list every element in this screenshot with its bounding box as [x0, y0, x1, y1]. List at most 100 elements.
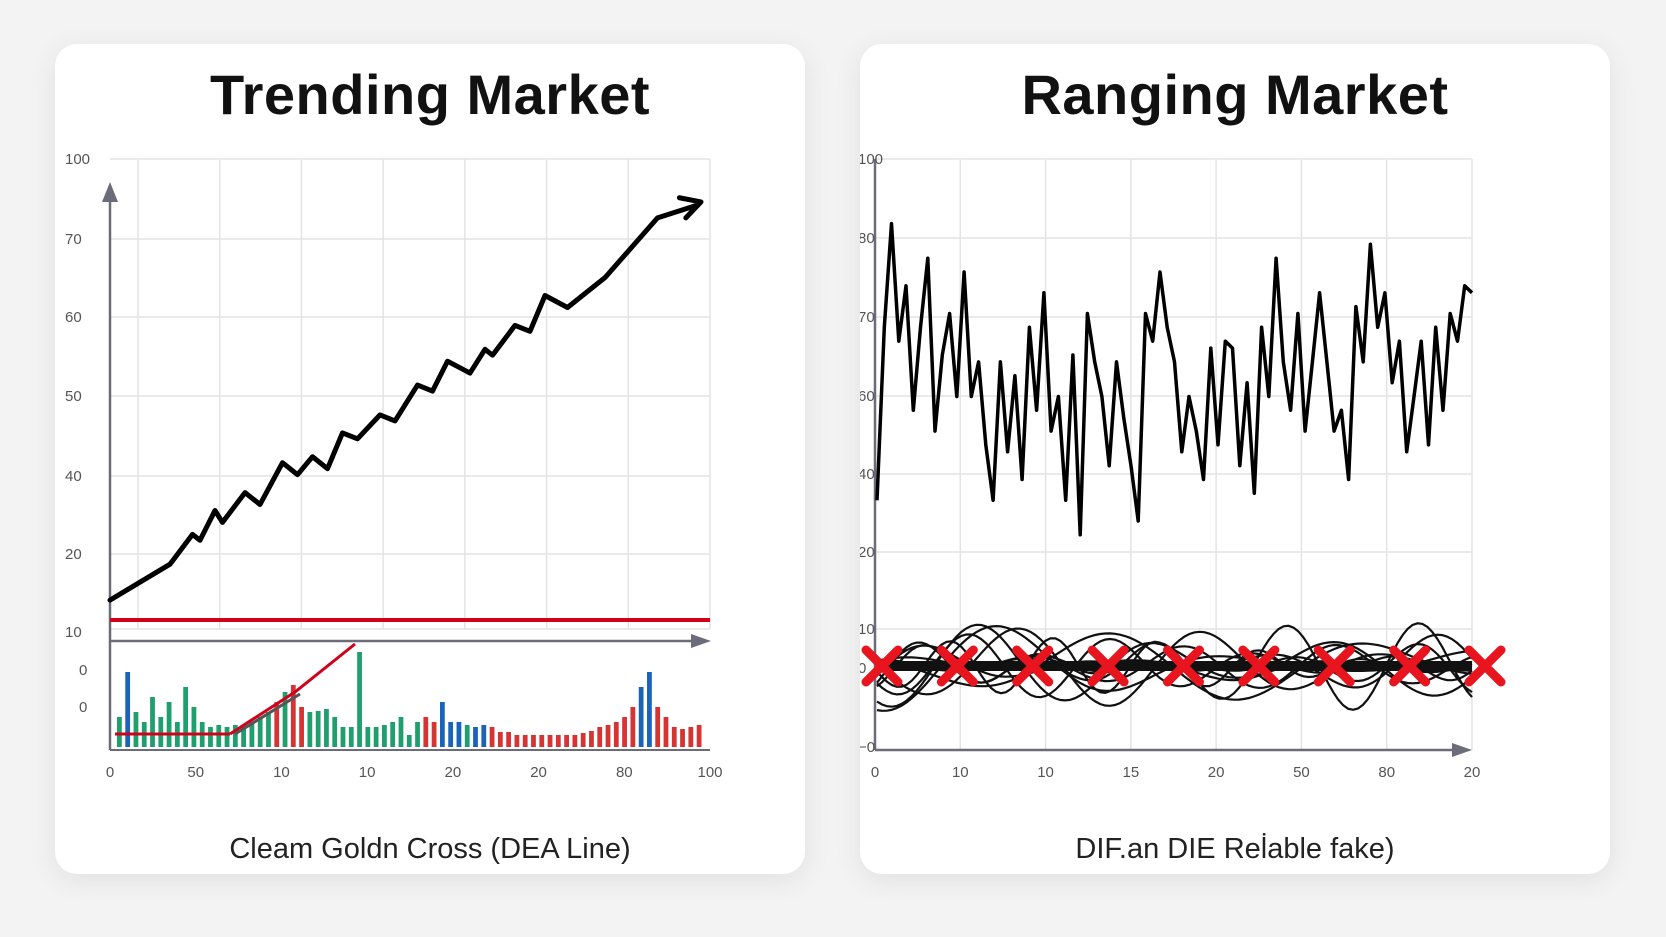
trending-chart-title: Trending Market	[209, 63, 651, 126]
histogram-bar	[597, 727, 603, 747]
histogram-bar	[547, 735, 553, 747]
fake-signal-x-icon	[1464, 645, 1506, 687]
x-tick-label: 10	[273, 764, 290, 781]
histogram-bar	[439, 702, 445, 747]
x-tick-label: 15	[1123, 764, 1140, 781]
histogram-bar	[299, 707, 304, 747]
y-tick-label: 40	[65, 468, 82, 485]
histogram-bar	[622, 717, 627, 747]
y-tick-label: 40	[860, 466, 875, 483]
x-tick-label: 80	[1378, 764, 1395, 781]
histogram-bar	[423, 717, 429, 747]
fake-signal-x-icon	[936, 645, 978, 687]
histogram-bar	[216, 725, 222, 747]
fake-signal-x-icon	[1313, 645, 1355, 687]
histogram-bar	[671, 727, 677, 747]
y-tick-label: 50	[65, 388, 82, 405]
histogram-bar	[224, 727, 230, 747]
histogram-bar	[514, 735, 520, 747]
histogram-bar	[373, 727, 379, 747]
histogram-bar	[257, 717, 263, 747]
histogram-bar	[290, 685, 296, 747]
histogram-bar	[572, 735, 578, 747]
x-tick-label: 10	[359, 764, 376, 781]
histogram-bar	[266, 712, 271, 747]
histogram-bar	[324, 709, 329, 747]
histogram-bar	[489, 727, 495, 747]
histogram-bar	[150, 697, 155, 747]
histogram-bar	[456, 722, 462, 747]
x-tick-label: 0	[871, 764, 879, 781]
fake-signal-x-icon	[861, 645, 903, 687]
histogram-bar	[638, 687, 644, 747]
histogram-bar	[630, 707, 636, 747]
histogram-bar	[125, 672, 131, 747]
histogram-bar	[274, 702, 280, 747]
x-tick-label: 10	[952, 764, 969, 781]
y-tick-label: 20	[65, 546, 82, 563]
histogram-bar	[365, 727, 371, 747]
histogram-tick-label: 0	[79, 662, 87, 679]
fake-signal-x-icon	[1238, 645, 1280, 687]
y-tick-label: −0	[860, 739, 875, 756]
histogram-bar	[431, 722, 437, 747]
histogram-bar	[390, 722, 396, 747]
histogram-bar	[133, 712, 139, 747]
histogram-bar	[580, 733, 586, 747]
y-tick-label: 0	[860, 660, 866, 677]
histogram-bar	[605, 725, 611, 747]
trend-arrow-icon	[676, 195, 704, 221]
histogram-bar	[166, 702, 172, 747]
y-axis-arrow-icon	[102, 182, 118, 202]
histogram-bar	[406, 735, 412, 747]
histogram-bar	[564, 735, 569, 747]
x-tick-label: 80	[616, 764, 633, 781]
ranging-chart-title: Ranging Market	[1021, 63, 1449, 126]
histogram-bar	[613, 722, 619, 747]
x-tick-label: 20	[445, 764, 462, 781]
histogram-bar	[539, 735, 545, 747]
y-tick-label: 100	[860, 151, 883, 168]
histogram-bar	[497, 732, 503, 747]
fake-signal-x-icon	[1389, 645, 1431, 687]
histogram-bar	[315, 711, 321, 747]
histogram-bar	[332, 717, 338, 747]
y-tick-label: 60	[65, 309, 82, 326]
histogram-tick-label: 0	[79, 699, 87, 716]
histogram-bar	[448, 722, 454, 747]
histogram-bar	[183, 687, 189, 747]
histogram-bar	[464, 725, 470, 747]
ranging-chart-caption: DIF.an DIE Rel̇able fake)	[1075, 833, 1395, 865]
y-tick-label: 70	[860, 309, 875, 326]
histogram-bar	[589, 731, 594, 747]
histogram-bar	[473, 727, 478, 747]
trending-chart-caption: Cleam Goldn Cross (DEA Line)	[229, 833, 631, 865]
histogram-bar	[655, 707, 661, 747]
macd-line	[234, 692, 301, 736]
y-tick-label: 10	[65, 624, 82, 641]
x-tick-label: 20	[530, 764, 547, 781]
x-tick-label: 50	[187, 764, 204, 781]
signal-line-rising	[229, 642, 356, 736]
fake-signal-x-icon	[1087, 645, 1129, 687]
x-tick-label: 50	[1293, 764, 1310, 781]
histogram-bar	[481, 725, 487, 747]
histogram-bar	[249, 722, 255, 747]
price-line	[107, 203, 698, 603]
fake-signal-x-icon	[1012, 645, 1054, 687]
histogram-bar	[415, 722, 420, 747]
y-tick-label: 20	[860, 544, 875, 561]
x-tick-label: 20	[1208, 764, 1225, 781]
y-tick-label: 60	[860, 388, 875, 405]
histogram-bar	[663, 717, 669, 747]
y-tick-label: 10	[860, 621, 875, 638]
histogram-bar	[357, 652, 362, 747]
histogram-bar	[647, 672, 652, 747]
x-tick-label: 20	[1464, 764, 1481, 781]
fake-signal-x-icon	[1163, 645, 1204, 687]
histogram-bar	[348, 727, 354, 747]
y-tick-label: 100	[65, 151, 90, 168]
histogram-bar	[232, 725, 238, 747]
trending-market-panel: Trending Market 100 70 60 50 40 20 10 0 0 0 50 10 10…	[55, 44, 805, 874]
